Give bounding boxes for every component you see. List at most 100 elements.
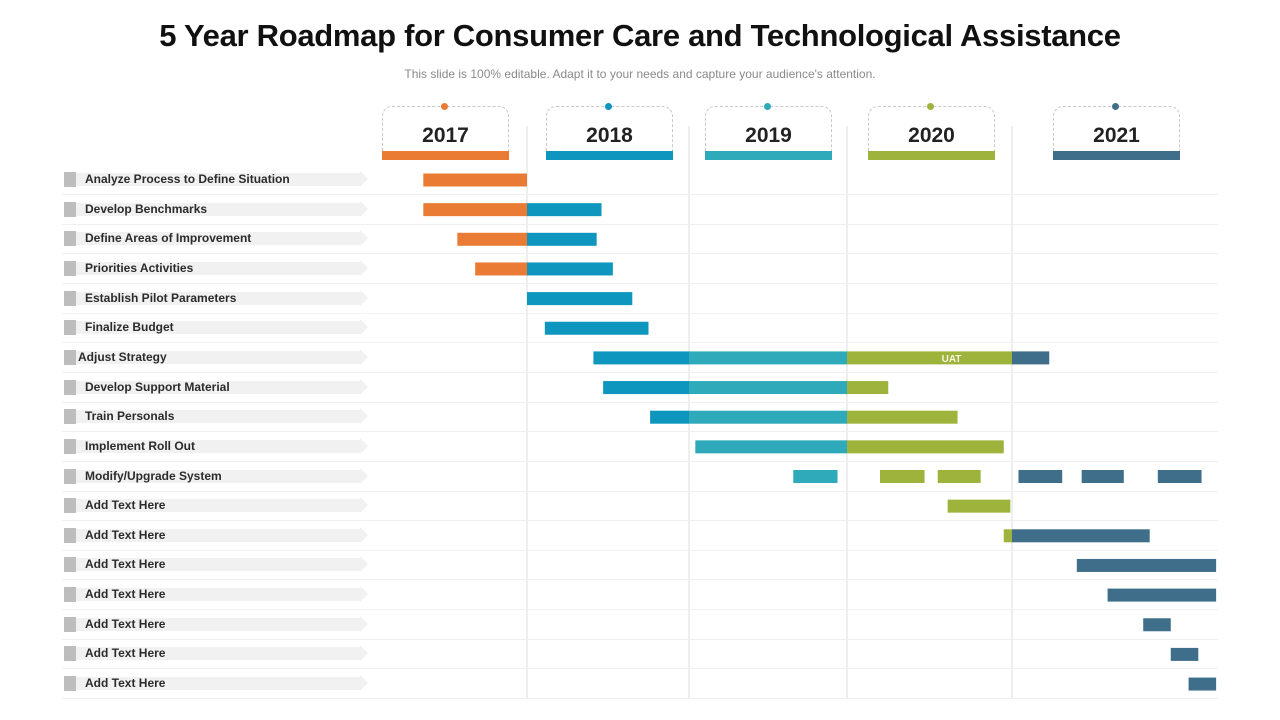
row-separator — [62, 194, 1218, 195]
gantt-bar — [423, 203, 527, 217]
task-label: Establish Pilot Parameters — [85, 290, 237, 305]
year-label: 2021 — [1093, 124, 1140, 147]
year-dot-icon — [1112, 103, 1119, 110]
task-label: Define Areas of Improvement — [85, 231, 252, 246]
row-separator — [62, 431, 1218, 433]
year-label: 2020 — [908, 124, 955, 147]
task-arrow-shape — [76, 321, 360, 335]
gantt-bar — [527, 232, 597, 246]
task-marker-icon — [64, 201, 76, 217]
row-separator — [62, 549, 1218, 551]
row-separator — [62, 579, 1218, 581]
gantt-bar — [457, 232, 527, 246]
task-arrow-shape — [76, 499, 360, 513]
task-arrow-shape — [76, 291, 360, 305]
bar-label: UAT — [942, 354, 962, 365]
year-color-band — [1053, 151, 1180, 160]
gantt-bar — [527, 292, 633, 306]
task-arrow-shape — [76, 617, 360, 631]
task-arrow-tip-icon — [360, 675, 368, 692]
task-arrow-shape — [76, 439, 360, 453]
task-arrow-shape — [76, 410, 360, 424]
year-label: 2019 — [745, 124, 792, 147]
task-arrow-shape — [76, 558, 360, 572]
gantt-bar — [847, 351, 1012, 365]
gantt-bar — [544, 321, 649, 335]
task-label: Develop Benchmarks — [85, 201, 208, 216]
task-marker-icon — [64, 379, 76, 395]
gantt-bar — [947, 499, 1011, 513]
task-label: Add Text Here — [85, 557, 166, 572]
year-color-band — [546, 151, 673, 160]
year-label: 2018 — [586, 124, 633, 147]
task-marker-icon — [64, 320, 76, 336]
task-marker-icon — [64, 172, 76, 187]
row-separator — [62, 371, 1218, 373]
task-arrow-shape — [76, 202, 360, 216]
year-color-band — [705, 151, 832, 160]
task-arrow-shape — [76, 677, 360, 691]
task-marker-icon — [64, 260, 76, 276]
task-label: Add Text Here — [85, 527, 166, 542]
row-separator — [62, 668, 1218, 670]
gantt-bar — [1012, 351, 1050, 365]
gantt-bar — [695, 440, 847, 454]
task-arrow-tip-icon — [360, 319, 368, 336]
row-separator — [62, 638, 1218, 640]
task-marker-icon — [64, 557, 76, 573]
row-separator — [62, 223, 1218, 225]
gantt-bar — [650, 410, 689, 424]
row-separator — [62, 312, 1218, 314]
task-arrow-shape — [76, 261, 360, 275]
task-marker-icon — [64, 290, 76, 306]
task-marker-icon — [64, 527, 76, 543]
task-label: Add Text Here — [85, 616, 166, 631]
gantt-bar — [937, 470, 981, 483]
task-marker-icon — [64, 587, 76, 603]
task-label: Add Text Here — [85, 587, 166, 602]
gantt-bar — [527, 262, 613, 276]
gantt-bar — [1076, 558, 1217, 572]
task-arrow-shape — [76, 588, 360, 602]
gantt-bar — [847, 440, 1004, 454]
task-marker-icon — [64, 349, 76, 365]
year-card-2020: 2020 — [868, 103, 995, 160]
task-arrow-shape — [76, 173, 360, 186]
page-title: 5 Year Roadmap for Consumer Care and Tec… — [159, 18, 1121, 53]
task-arrow-tip-icon — [360, 259, 368, 276]
row-separator — [62, 282, 1218, 284]
task-label: Add Text Here — [85, 646, 166, 661]
task-arrow-tip-icon — [360, 171, 368, 187]
gantt-bar — [1157, 470, 1202, 483]
task-marker-icon — [64, 231, 76, 247]
year-dot-icon — [927, 103, 934, 110]
year-card-2018: 2018 — [546, 103, 673, 160]
gantt-bar — [475, 262, 527, 276]
year-color-band — [868, 151, 995, 160]
gantt-bar — [1003, 529, 1012, 543]
gantt-bar — [527, 203, 602, 217]
year-dot-icon — [764, 103, 771, 110]
task-marker-icon — [64, 676, 76, 692]
gantt-bar — [593, 351, 689, 365]
task-arrow-tip-icon — [360, 348, 368, 365]
year-dot-icon — [605, 103, 612, 110]
task-label: Develop Support Material — [85, 379, 230, 394]
task-label: Analyze Process to Define Situation — [85, 172, 290, 186]
task-arrow-tip-icon — [360, 467, 368, 484]
task-label: Add Text Here — [85, 676, 166, 691]
task-marker-icon — [64, 616, 76, 632]
gantt-bar — [423, 173, 527, 187]
task-arrow-shape — [76, 232, 360, 246]
task-arrow-tip-icon — [360, 200, 368, 217]
task-label: Add Text Here — [85, 498, 166, 513]
task-label: Implement Roll Out — [85, 438, 196, 453]
task-arrow-tip-icon — [360, 615, 368, 632]
gantt-bar — [793, 470, 838, 483]
task-arrow-tip-icon — [360, 497, 368, 514]
year-card-2019: 2019 — [705, 103, 832, 160]
page-subtitle: This slide is 100% editable. Adapt it to… — [404, 67, 876, 81]
year-label: 2017 — [422, 124, 469, 147]
task-label: Modify/Upgrade System — [85, 468, 222, 483]
